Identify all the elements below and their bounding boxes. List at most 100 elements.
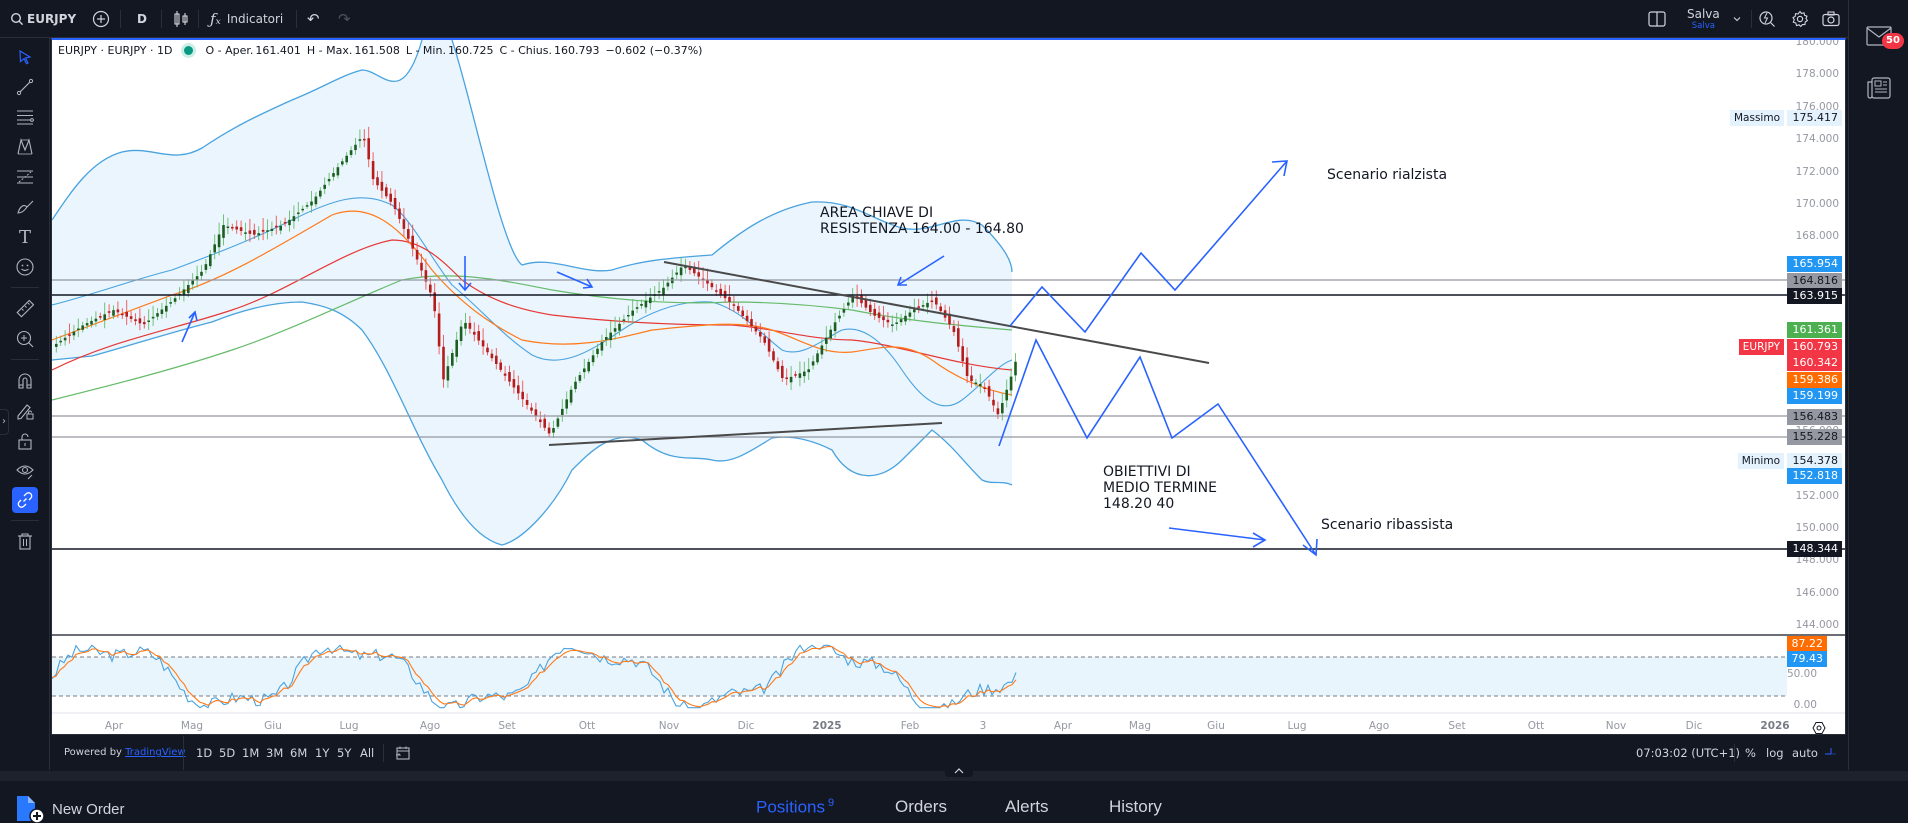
emoji-tool[interactable] xyxy=(12,254,38,280)
tab-orders[interactable]: Orders xyxy=(895,797,947,816)
horizontal-lines-tool[interactable] xyxy=(12,104,38,130)
log-scale-toggle[interactable]: log xyxy=(1766,746,1784,760)
layout-button[interactable] xyxy=(1648,8,1666,30)
undo-button[interactable]: ↶ xyxy=(307,8,320,30)
range-1m[interactable]: 1M xyxy=(242,746,260,760)
notifications-button[interactable]: 50 xyxy=(1866,25,1904,49)
news-button[interactable] xyxy=(1867,77,1891,99)
tradingview-link[interactable]: TradingView xyxy=(125,747,186,758)
axis-settings-button[interactable] xyxy=(1812,721,1826,734)
price-tick: 150.000 xyxy=(1795,522,1839,534)
interval-button[interactable]: D xyxy=(137,12,147,26)
clock-timezone[interactable]: 07:03:02 (UTC+1) xyxy=(1636,746,1741,760)
new-order-button[interactable]: New Order xyxy=(16,795,125,823)
trendline-tool[interactable] xyxy=(12,74,38,100)
legend-title[interactable]: EURJPY · EURJPY · 1D xyxy=(58,44,173,57)
crosshair-toggle[interactable] xyxy=(1825,747,1837,759)
screenshot-button[interactable] xyxy=(1822,8,1840,30)
range-1y[interactable]: 1Y xyxy=(315,746,330,760)
tab-positions[interactable]: Positions 9 xyxy=(756,797,834,818)
go-to-date-button[interactable] xyxy=(395,745,411,761)
legend-close-label: C - Chius. xyxy=(499,44,553,57)
drawing-toolbar: T › xyxy=(0,38,50,770)
chart-canvas[interactable] xyxy=(52,40,1846,735)
objective-arrow xyxy=(1168,527,1266,541)
search-icon xyxy=(10,12,24,26)
redo-button[interactable]: ↷ xyxy=(338,8,351,30)
panel-resize-handle[interactable] xyxy=(0,765,1908,781)
indicators-button[interactable]: ƒₓ Indicatori xyxy=(210,8,283,30)
price-label: 148.344 xyxy=(1787,541,1842,557)
quick-search-button[interactable] xyxy=(1758,8,1776,30)
chart-legend: EURJPY · EURJPY · 1D O - Aper. 161.401 H … xyxy=(58,44,702,57)
price-label: 161.361 xyxy=(1787,322,1842,338)
text-tool[interactable]: T xyxy=(12,224,38,250)
ascending-trendline[interactable] xyxy=(548,422,943,446)
right-sidebar: 50 xyxy=(1848,0,1908,770)
time-tick: Apr xyxy=(1053,720,1073,732)
market-status-dot xyxy=(184,46,194,55)
range-5y[interactable]: 5Y xyxy=(337,746,352,760)
sync-drawings-tool[interactable] xyxy=(12,487,38,513)
bearish-scenario-path[interactable] xyxy=(998,337,1317,556)
time-tick: 3 xyxy=(979,720,987,732)
bearish-scenario-label[interactable]: Scenario ribassista xyxy=(1321,517,1454,533)
zoom-in-tool[interactable] xyxy=(12,326,38,352)
lock-drawings-tool[interactable] xyxy=(12,398,38,424)
unlock-icon xyxy=(18,433,32,450)
smiley-icon xyxy=(16,258,34,276)
pattern-tool[interactable] xyxy=(12,134,38,160)
hide-drawings-tool[interactable] xyxy=(12,458,38,484)
time-tick: Nov xyxy=(1605,720,1627,732)
tab-history[interactable]: History xyxy=(1109,797,1162,816)
remove-drawings-tool[interactable] xyxy=(12,528,38,554)
toolbar-divider xyxy=(120,10,121,28)
brush-tool[interactable] xyxy=(12,194,38,220)
min-price-value: 154.378 xyxy=(1787,453,1842,469)
range-3m[interactable]: 3M xyxy=(266,746,284,760)
range-5d[interactable]: 5D xyxy=(219,746,236,760)
save-button[interactable]: Salva Salva xyxy=(1687,5,1720,33)
auto-scale-toggle[interactable]: auto xyxy=(1792,746,1818,760)
objective-arrow-head xyxy=(1252,532,1267,548)
bullish-scenario-label[interactable]: Scenario rialzista xyxy=(1327,167,1448,183)
toolbar-divider xyxy=(198,10,199,28)
descending-trendline[interactable] xyxy=(663,261,1210,364)
price-tick: 178.000 xyxy=(1795,68,1839,81)
objectives-annotation[interactable]: OBIETTIVI DI MEDIO TERMINE 148.20 40 xyxy=(1103,464,1217,512)
range-1d[interactable]: 1D xyxy=(196,746,213,760)
fib-tool[interactable] xyxy=(12,164,38,190)
new-document-icon xyxy=(17,796,44,823)
percent-scale-toggle[interactable]: % xyxy=(1745,746,1756,760)
link-icon xyxy=(17,492,33,508)
toolbar-divider xyxy=(11,520,39,521)
bullish-scenario-path[interactable] xyxy=(1009,160,1288,334)
chart-pane[interactable]: EURJPY · EURJPY · 1D O - Aper. 161.401 H … xyxy=(51,38,1846,735)
redo-icon: ↷ xyxy=(338,10,351,28)
plus-circle-icon xyxy=(92,10,110,28)
lock-all-tool[interactable] xyxy=(12,428,38,454)
measure-tool[interactable] xyxy=(12,296,38,322)
range-bar: Powered by TradingView 1D 5D 1M 3M 6M 1Y… xyxy=(51,736,1846,770)
symbol-search-button[interactable]: EURJPY xyxy=(10,8,76,30)
time-tick: Set xyxy=(498,720,516,732)
resistance-annotation[interactable]: AREA CHIAVE DI RESISTENZA 164.00 - 164.8… xyxy=(820,205,1024,237)
range-6m[interactable]: 6M xyxy=(290,746,308,760)
toolbar-divider xyxy=(1751,10,1752,28)
magnet-tool[interactable] xyxy=(12,368,38,394)
time-axis[interactable]: Apr Mag Giu Lug Ago Set Ott Nov Dic 2025 Feb 3 Apr Ma… xyxy=(52,713,1845,734)
time-tick: Nov xyxy=(658,720,680,732)
legend-change: −0.602 (−0.37%) xyxy=(605,44,703,57)
expand-panel-button[interactable] xyxy=(945,765,973,777)
chart-type-button[interactable] xyxy=(172,8,190,30)
expand-toolbar-toggle[interactable]: › xyxy=(0,409,9,435)
legend-open-label: O - Aper. xyxy=(205,44,254,57)
settings-button[interactable] xyxy=(1791,8,1809,30)
price-label: 156.483 xyxy=(1787,409,1842,425)
tab-alerts[interactable]: Alerts xyxy=(1005,797,1049,816)
save-menu-button[interactable] xyxy=(1732,8,1742,30)
compare-symbol-button[interactable] xyxy=(92,8,110,30)
range-all[interactable]: All xyxy=(360,746,375,760)
cursor-tool[interactable] xyxy=(12,44,38,70)
time-tick: Ott xyxy=(1527,720,1545,732)
